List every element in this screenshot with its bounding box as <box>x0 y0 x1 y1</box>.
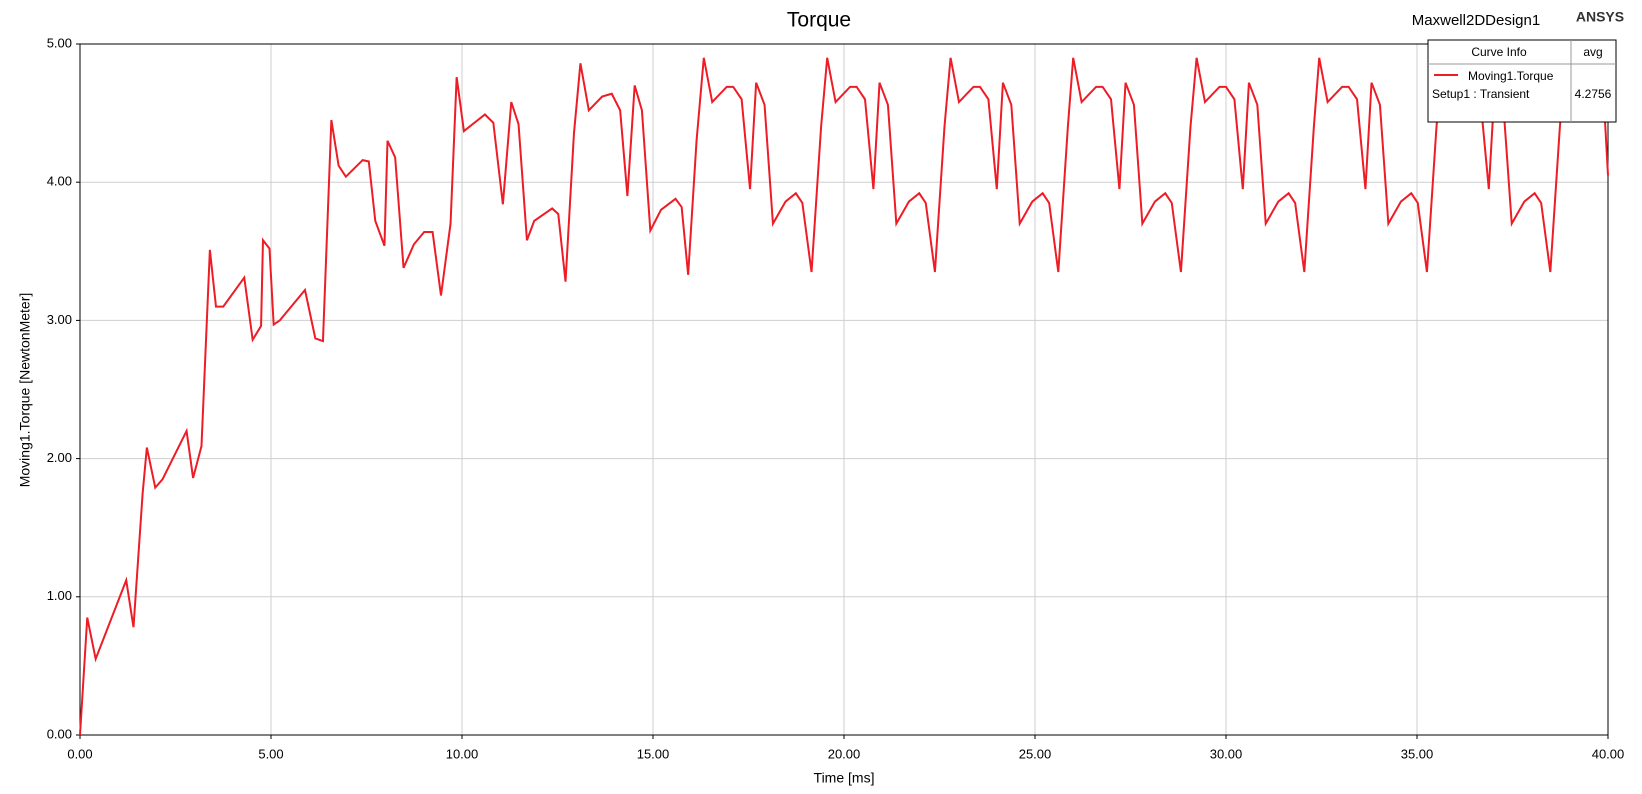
x-tick-label: 25.00 <box>1019 746 1052 761</box>
legend-entry: Moving1.Torque <box>1468 69 1554 83</box>
design-name: Maxwell2DDesign1 <box>1412 12 1540 29</box>
plot-frame <box>79 43 1609 736</box>
y-tick-label: 2.00 <box>47 450 72 465</box>
x-tick-label: 10.00 <box>446 746 479 761</box>
legend-box <box>1427 39 1617 123</box>
legend-header: Curve Info <box>1471 45 1527 59</box>
y-tick-label: 3.00 <box>47 312 72 327</box>
brand: ANSYS <box>1576 9 1624 25</box>
legend: Curve Info avg Moving1.Torque Setup1 : Tran… <box>1427 39 1617 123</box>
y-tick-label: 4.00 <box>47 174 72 189</box>
legend-avg: 4.2756 <box>1575 87 1612 101</box>
y-tick-label: 1.00 <box>47 588 72 603</box>
y-tick-label: 5.00 <box>47 35 72 50</box>
x-tick-label: 0.00 <box>67 746 92 761</box>
legend-setup: Setup1 : Transient <box>1432 87 1530 101</box>
x-tick-label: 20.00 <box>828 746 861 761</box>
x-tick-label: 40.00 <box>1592 746 1625 761</box>
x-tick-label: 15.00 <box>637 746 670 761</box>
x-axis-label: Time [ms] <box>814 770 875 786</box>
legend-header: avg <box>1583 45 1602 59</box>
y-tick-label: 0.00 <box>47 726 72 741</box>
x-tick-label: 30.00 <box>1210 746 1243 761</box>
y-axis-label: Moving1.Torque [NewtonMeter] <box>17 293 33 488</box>
x-tick-label: 5.00 <box>258 746 283 761</box>
x-tick-label: 35.00 <box>1401 746 1434 761</box>
chart-title: Torque <box>787 9 851 32</box>
data-line <box>79 57 1609 736</box>
